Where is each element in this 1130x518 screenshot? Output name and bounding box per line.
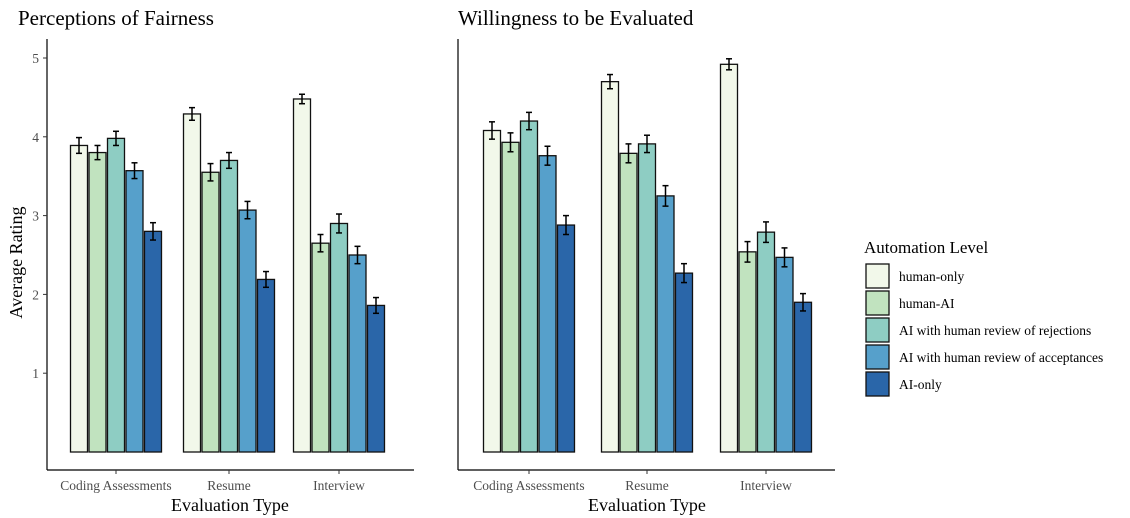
x-axis-title: Evaluation Type xyxy=(171,495,289,515)
bar-ai-with-human-review-of-acceptances-interview xyxy=(775,256,794,453)
error-bar xyxy=(94,144,101,161)
legend-label-human-ai: human-AI xyxy=(899,296,955,311)
legend-title: Automation Level xyxy=(864,238,988,257)
error-bar xyxy=(317,233,324,253)
error-bar xyxy=(563,214,569,236)
bar-ai-with-human-review-of-rejections-interview xyxy=(329,222,349,453)
x-tick-label-resume: Resume xyxy=(625,478,669,493)
panel-willingness-to-be-evaluated: Willingness to be Evaluated Coding Assess… xyxy=(457,6,835,515)
error-bar xyxy=(131,162,138,180)
error-bar xyxy=(113,130,119,147)
y-tick-label: 4 xyxy=(32,130,39,145)
bar-ai-with-human-review-of-acceptances-coding-assessments xyxy=(538,155,557,453)
bar-human-ai-coding-assessments xyxy=(88,151,107,453)
error-bar xyxy=(207,162,214,182)
x-axis-title: Evaluation Type xyxy=(588,495,706,515)
bar-ai-with-human-review-of-rejections-resume xyxy=(637,143,657,453)
error-bar xyxy=(662,184,669,207)
error-bar xyxy=(244,200,251,220)
x-tick-label-coding-assessments: Coding Assessments xyxy=(473,478,584,493)
panel-title: Willingness to be Evaluated xyxy=(458,6,694,30)
error-bar xyxy=(336,213,342,234)
error-bar xyxy=(781,247,788,268)
legend-label-ai-with-human-review-of-acceptances: AI with human review of acceptances xyxy=(899,350,1103,365)
error-bar xyxy=(800,292,806,312)
bar-ai-only-coding-assessments xyxy=(556,224,576,453)
legend: Automation Level human-only human-AI AI wit… xyxy=(864,238,1103,397)
bar-human-only-resume xyxy=(182,113,202,453)
y-tick-label: 5 xyxy=(32,51,39,66)
bar-human-ai-resume xyxy=(619,152,638,453)
legend-label-ai-only: AI-only xyxy=(899,377,942,392)
error-bar xyxy=(607,73,613,90)
bar-ai-with-human-review-of-acceptances-resume xyxy=(656,195,675,453)
bar-ai-with-human-review-of-rejections-coding-assessments xyxy=(519,120,539,453)
legend-label-human-only: human-only xyxy=(899,269,964,284)
error-bar xyxy=(150,221,156,241)
error-bar xyxy=(507,132,514,153)
legend-swatch-ai-only xyxy=(865,371,890,397)
bar-ai-only-interview xyxy=(366,304,386,453)
bar-ai-only-resume xyxy=(256,278,276,453)
bar-human-only-interview xyxy=(292,98,312,453)
bar-human-only-coding-assessments xyxy=(482,129,502,453)
legend-swatch-ai-with-human-review-of-rejections xyxy=(865,317,890,343)
bar-ai-with-human-review-of-acceptances-resume xyxy=(238,209,257,453)
error-bar xyxy=(763,221,769,244)
x-tick-label-interview: Interview xyxy=(313,478,365,493)
error-bar xyxy=(299,93,305,105)
x-tick-label-coding-assessments: Coding Assessments xyxy=(60,478,171,493)
legend-swatch-human-only xyxy=(865,263,890,289)
error-bar xyxy=(263,270,269,289)
error-bar xyxy=(681,262,687,284)
y-tick-label: 2 xyxy=(32,287,39,302)
error-bar xyxy=(489,121,495,140)
x-tick-label-resume: Resume xyxy=(207,478,251,493)
error-bar xyxy=(544,145,551,166)
bar-human-only-coding-assessments xyxy=(69,144,89,453)
bar-ai-only-interview xyxy=(793,301,813,453)
bar-ai-with-human-review-of-rejections-resume xyxy=(219,159,239,453)
error-bar xyxy=(354,245,361,265)
error-bar xyxy=(625,143,632,164)
error-bar xyxy=(226,151,232,170)
bar-ai-with-human-review-of-rejections-interview xyxy=(756,231,776,453)
error-bar xyxy=(644,134,650,154)
panel-perceptions-of-fairness: Perceptions of Fairness 1 2 3 4 5 Average Rati… xyxy=(6,6,414,515)
y-tick-label: 1 xyxy=(32,366,39,381)
y-axis-title: Average Rating xyxy=(6,206,26,318)
bar-human-only-resume xyxy=(600,80,620,453)
error-bar xyxy=(726,58,732,71)
error-bar xyxy=(76,136,82,155)
legend-label-ai-with-human-review-of-rejections: AI with human review of rejections xyxy=(899,323,1091,338)
y-tick-label: 3 xyxy=(32,209,39,224)
bar-ai-with-human-review-of-acceptances-interview xyxy=(348,254,367,453)
bar-human-ai-resume xyxy=(201,171,220,453)
x-tick-label-interview: Interview xyxy=(740,478,792,493)
legend-swatch-human-ai xyxy=(865,290,890,316)
bar-human-ai-interview xyxy=(738,251,757,453)
bar-human-ai-interview xyxy=(311,242,330,453)
error-bar xyxy=(189,106,195,122)
bar-ai-only-resume xyxy=(674,272,694,453)
legend-swatch-ai-with-human-review-of-acceptances xyxy=(865,344,890,370)
bar-ai-only-coding-assessments xyxy=(143,230,163,453)
bar-ai-with-human-review-of-rejections-coding-assessments xyxy=(106,137,126,453)
bar-human-only-interview xyxy=(719,63,739,453)
bar-ai-with-human-review-of-acceptances-coding-assessments xyxy=(125,170,144,453)
error-bar xyxy=(373,296,379,315)
error-bar xyxy=(526,111,532,131)
error-bar xyxy=(744,240,751,263)
bar-human-ai-coding-assessments xyxy=(501,141,520,453)
panel-title: Perceptions of Fairness xyxy=(18,6,214,30)
